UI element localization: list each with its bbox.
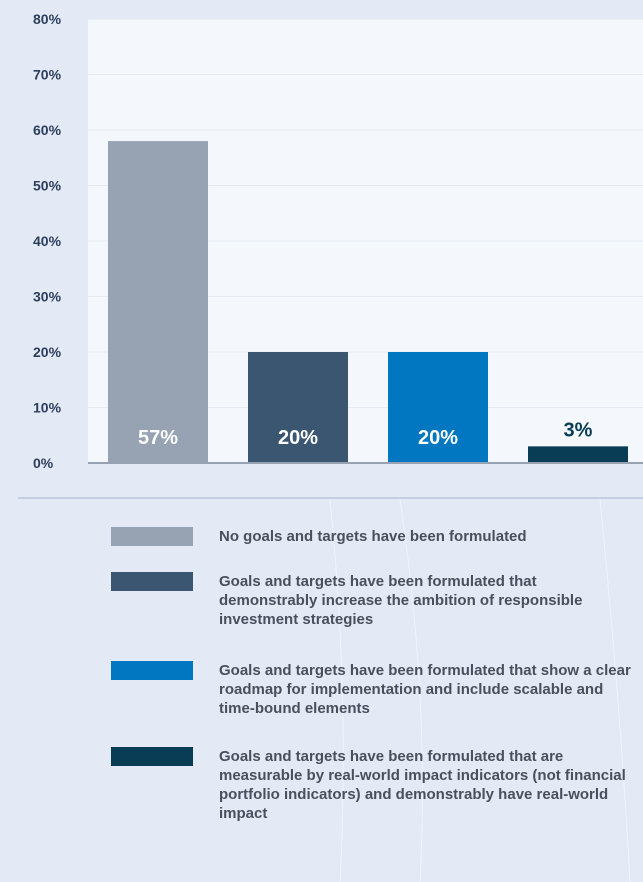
legend-label: Goals and targets have been formulated t… bbox=[219, 748, 626, 822]
data-label: 3% bbox=[564, 419, 593, 441]
y-tick-label: 20% bbox=[33, 344, 62, 360]
y-tick-label: 80% bbox=[33, 11, 62, 27]
legend-swatch bbox=[111, 572, 193, 591]
y-tick-label: 0% bbox=[33, 455, 54, 471]
data-label: 20% bbox=[278, 427, 318, 449]
y-tick-label: 30% bbox=[33, 289, 62, 305]
legend-swatch bbox=[111, 747, 193, 766]
bar bbox=[108, 141, 208, 463]
data-labels: 57% 20% 20% 3% bbox=[138, 419, 593, 449]
bar bbox=[248, 352, 348, 463]
legend-label: No goals and targets have been formulate… bbox=[219, 528, 527, 545]
legend-swatch bbox=[111, 527, 193, 546]
legend-label: Goals and targets have been formulated t… bbox=[219, 662, 631, 717]
legend-label: Goals and targets have been formulated t… bbox=[219, 573, 583, 628]
y-tick-label: 50% bbox=[33, 178, 62, 194]
y-axis-ticks: 0% 10% 20% 30% 40% 50% 60% 70% 80% bbox=[33, 11, 62, 471]
bar bbox=[528, 446, 628, 463]
y-tick-label: 40% bbox=[33, 233, 62, 249]
y-tick-label: 60% bbox=[33, 122, 62, 138]
data-label: 20% bbox=[418, 427, 458, 449]
bars bbox=[108, 141, 628, 463]
bar bbox=[388, 352, 488, 463]
bar-chart: 0% 10% 20% 30% 40% 50% 60% 70% 80% 57% 20% 20% 3% bbox=[18, 11, 643, 499]
y-tick-label: 70% bbox=[33, 67, 62, 83]
y-tick-label: 10% bbox=[33, 400, 62, 416]
legend-swatch bbox=[111, 661, 193, 680]
data-label: 57% bbox=[138, 427, 178, 449]
